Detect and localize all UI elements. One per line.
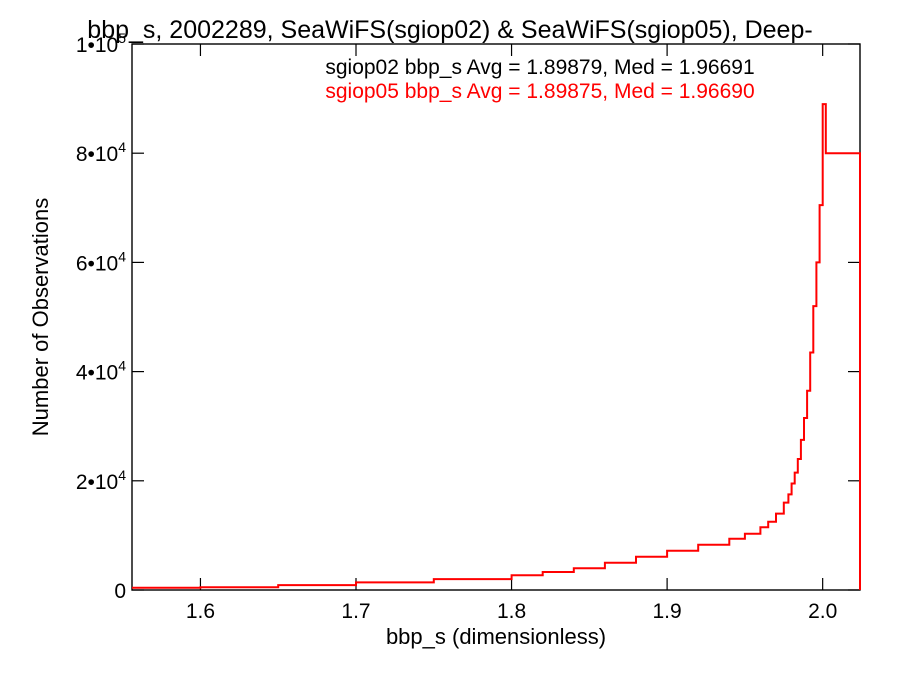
y-tick-label: 4•104 [76, 358, 126, 385]
plot-frame [131, 43, 861, 591]
x-axis-label: bbp_s (dimensionless) [386, 624, 606, 649]
x-axis-ticks: 1.6 1.7 1.8 1.9 2.0 [186, 44, 837, 623]
chart-title: bbp_s, 2002289, SeaWiFS(sgiop02) & SeaWi… [87, 16, 812, 44]
x-tick-label: 1.6 [186, 600, 215, 623]
annotation-sgiop05: sgiop05 bbp_s Avg = 1.89875, Med = 1.966… [325, 80, 754, 103]
histogram-series-line [132, 103, 861, 590]
x-tick-label: 1.8 [497, 600, 526, 623]
y-axis-ticks: 0 2•104 4•104 6•104 8•104 1•105 [76, 30, 860, 603]
y-axis-label: Number of Observations [28, 198, 53, 436]
x-tick-label: 1.7 [341, 600, 370, 623]
y-tick-label: 0 [114, 580, 126, 603]
series-group [132, 103, 861, 590]
x-tick-label: 2.0 [808, 600, 837, 623]
y-tick-label: 1•105 [76, 30, 126, 57]
annotation-sgiop02: sgiop02 bbp_s Avg = 1.89879, Med = 1.966… [325, 56, 754, 79]
y-tick-label: 8•104 [76, 139, 126, 166]
y-tick-label: 2•104 [76, 467, 126, 494]
y-tick-label: 6•104 [76, 248, 126, 275]
x-tick-label: 1.9 [653, 600, 682, 623]
